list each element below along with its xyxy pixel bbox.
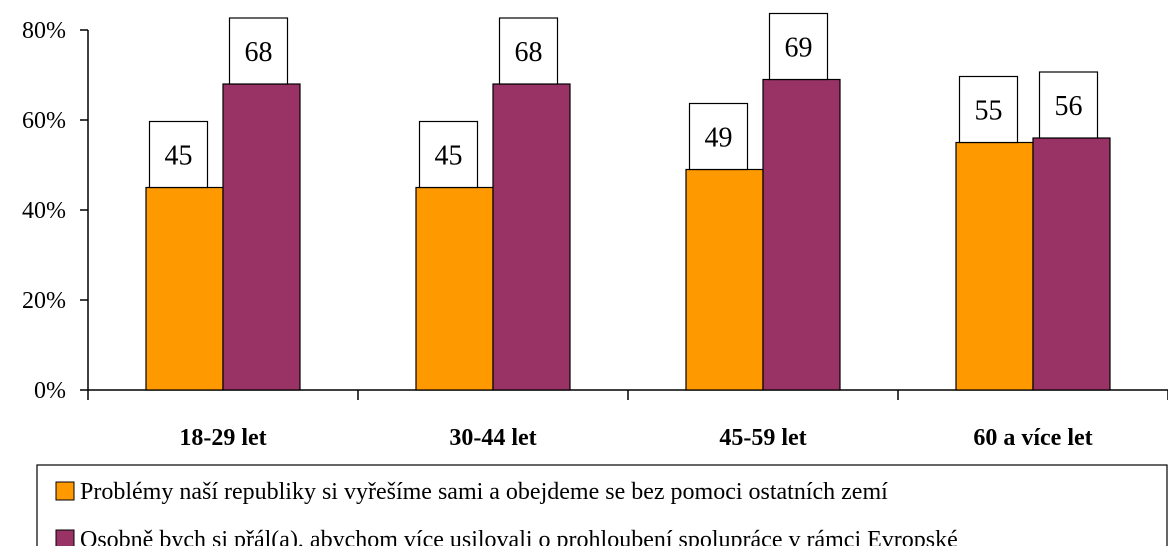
data-label-box xyxy=(958,75,1019,144)
data-label: 56 xyxy=(1055,91,1083,122)
y-axis: 0% 20% 40% 60% 80% xyxy=(22,18,89,404)
x-category-label: 18-29 let xyxy=(179,425,266,451)
y-tick-label: 40% xyxy=(22,198,66,224)
data-label: 68 xyxy=(515,37,543,68)
legend: Problémy naší republiky si vyřešíme sami… xyxy=(36,464,1168,546)
data-label-box xyxy=(228,17,289,85)
data-label-box xyxy=(498,17,559,85)
data-labels: 45 68 45 68 49 69 55 56 xyxy=(148,12,1099,189)
data-label: 49 xyxy=(705,123,733,154)
data-label: 45 xyxy=(165,141,193,172)
bar-series-1 xyxy=(415,186,494,391)
bar-series-2 xyxy=(492,83,571,391)
legend-swatch-2 xyxy=(55,529,75,546)
bar-series-2 xyxy=(1032,137,1111,391)
data-label-box xyxy=(768,12,829,81)
bar-series-1 xyxy=(685,168,764,391)
data-label-box xyxy=(688,102,749,171)
x-category-label: 60 a více let xyxy=(973,425,1092,451)
x-category-label: 30-44 let xyxy=(449,425,536,451)
data-label: 45 xyxy=(435,141,463,172)
bars xyxy=(145,78,1111,391)
legend-box xyxy=(36,464,1168,546)
y-tick-label: 60% xyxy=(22,108,66,134)
bar-series-1 xyxy=(955,141,1034,391)
data-label: 55 xyxy=(975,96,1003,127)
x-axis: 18-29 let 30-44 let 45-59 let 60 a více let xyxy=(87,389,1168,451)
data-label-box xyxy=(418,120,479,189)
data-label: 69 xyxy=(785,33,813,64)
data-label-box xyxy=(1038,71,1099,139)
data-label-box xyxy=(148,120,209,189)
y-tick-label: 0% xyxy=(34,378,66,404)
x-category-label: 45-59 let xyxy=(719,425,806,451)
bar-series-1 xyxy=(145,186,224,391)
data-label: 68 xyxy=(245,37,273,68)
legend-swatch-1 xyxy=(55,481,75,501)
legend-entry-2: Osobně bych si přál(a), abychom více usi… xyxy=(80,527,958,546)
bar-series-2 xyxy=(222,83,301,391)
y-tick-label: 80% xyxy=(22,18,66,44)
legend-entry-1: Problémy naší republiky si vyřešíme sami… xyxy=(80,479,888,505)
y-tick-label: 20% xyxy=(22,288,66,314)
bar-series-2 xyxy=(762,78,841,391)
